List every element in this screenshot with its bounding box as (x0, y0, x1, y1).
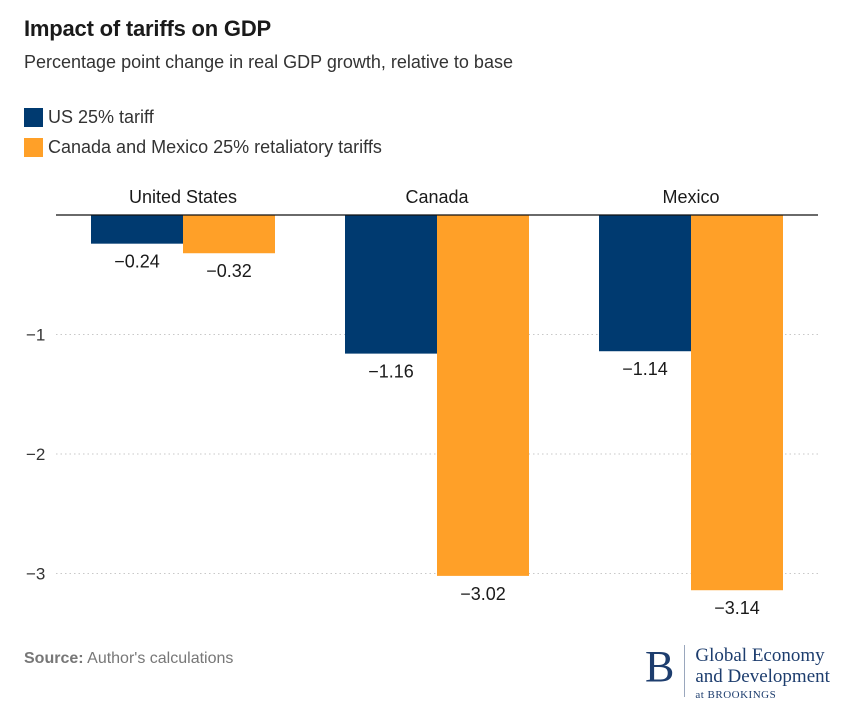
data-label: −1.16 (368, 362, 414, 382)
y-tick-label: −1 (26, 326, 45, 345)
category-label: Canada (405, 187, 469, 207)
bar (691, 215, 783, 591)
bar (437, 215, 529, 576)
data-label: −0.32 (206, 261, 252, 281)
data-label: −3.14 (714, 598, 760, 618)
legend-item-retaliatory-tariffs: Canada and Mexico 25% retaliatory tariff… (24, 132, 382, 162)
category-label: Mexico (662, 187, 719, 207)
legend-swatch-retaliatory-tariffs (24, 137, 43, 157)
category-label: United States (129, 187, 237, 207)
logo-line-3: at BROOKINGS (695, 689, 777, 701)
bar (91, 215, 183, 244)
logo-line-2: and Development (695, 666, 830, 687)
legend-swatch-us-tariff (24, 107, 43, 127)
bar-chart: −1 −2 −3 United States −0.24 −0.32 Canada −1.16… (26, 187, 818, 618)
chart-subtitle: Percentage point change in real GDP grow… (24, 52, 513, 72)
logo-mark: B (645, 645, 686, 697)
data-label: −0.24 (114, 252, 160, 272)
brookings-logo: B Global Economy and Development at BROO… (645, 645, 830, 702)
y-tick-label: −3 (26, 565, 45, 584)
data-label: −3.02 (460, 584, 506, 604)
bar (183, 215, 275, 254)
source-label: Source: (24, 650, 84, 667)
chart-title: Impact of tariffs on GDP (24, 16, 271, 41)
logo-line-1: Global Economy (695, 645, 825, 666)
legend: US 25% tariff Canada and Mexico 25% reta… (24, 102, 382, 162)
legend-label-us-tariff: US 25% tariff (48, 106, 154, 127)
logo-text: Global Economy and Development at BROOKI… (695, 645, 830, 701)
source-text: Author's calculations (87, 650, 234, 667)
data-label: −1.14 (622, 359, 668, 379)
source-note: Source: Author's calculations (24, 650, 233, 668)
bar (345, 215, 437, 354)
bar (599, 215, 691, 352)
legend-item-us-tariff: US 25% tariff (24, 102, 382, 132)
y-tick-label: −2 (26, 445, 45, 464)
legend-label-retaliatory-tariffs: Canada and Mexico 25% retaliatory tariff… (48, 136, 382, 157)
